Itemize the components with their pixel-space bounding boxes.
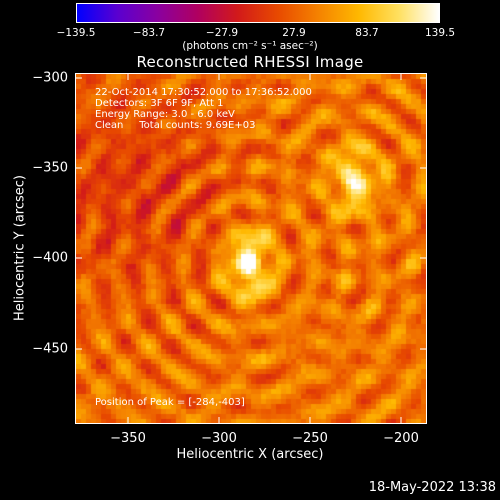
y-tick-label: −350 (32, 160, 68, 176)
info-time-range: 22-Oct-2014 17:30:52.000 to 17:36:52.000 (95, 87, 312, 98)
x-axis-label: Heliocentric X (arcsec) (0, 447, 500, 462)
y-tick-label: −400 (32, 250, 68, 266)
colorbar-tick: −27.9 (205, 27, 239, 39)
colorbar-tick: 83.7 (355, 27, 379, 39)
colorbar-unit: (photons cm⁻² s⁻¹ asec⁻²) (182, 40, 318, 52)
info-energy-range: Energy Range: 3.0 - 6.0 keV (95, 109, 235, 120)
plot-title: Reconstructed RHESSI Image (136, 53, 364, 71)
peak-position: Position of Peak = [-284,-403] (95, 397, 245, 408)
rhessi-image (76, 74, 426, 423)
x-tick-label: −350 (110, 431, 146, 446)
colorbar-tick: 27.9 (282, 27, 306, 39)
colorbar (76, 3, 440, 23)
y-tick-label: −300 (32, 70, 68, 86)
y-axis-label: Heliocentric Y (arcsec) (12, 175, 28, 321)
x-tick-label: −200 (383, 431, 419, 446)
plot-datestamp: 18-May-2022 13:38 (368, 480, 496, 495)
y-tick-label: −450 (32, 341, 68, 357)
colorbar-tick: −139.5 (56, 27, 96, 39)
x-axis-label-text: Heliocentric X (arcsec) (176, 447, 324, 462)
colorbar-tick: 139.5 (424, 27, 456, 39)
info-detectors: Detectors: 3F 6F 9F, Att 1 (95, 98, 224, 109)
x-tick-label: −250 (292, 431, 328, 446)
info-clean-counts: Clean Total counts: 9.69E+03 (95, 120, 256, 131)
colorbar-tick: −83.7 (132, 27, 166, 39)
image-frame (75, 73, 427, 424)
x-tick-label: −300 (201, 431, 237, 446)
